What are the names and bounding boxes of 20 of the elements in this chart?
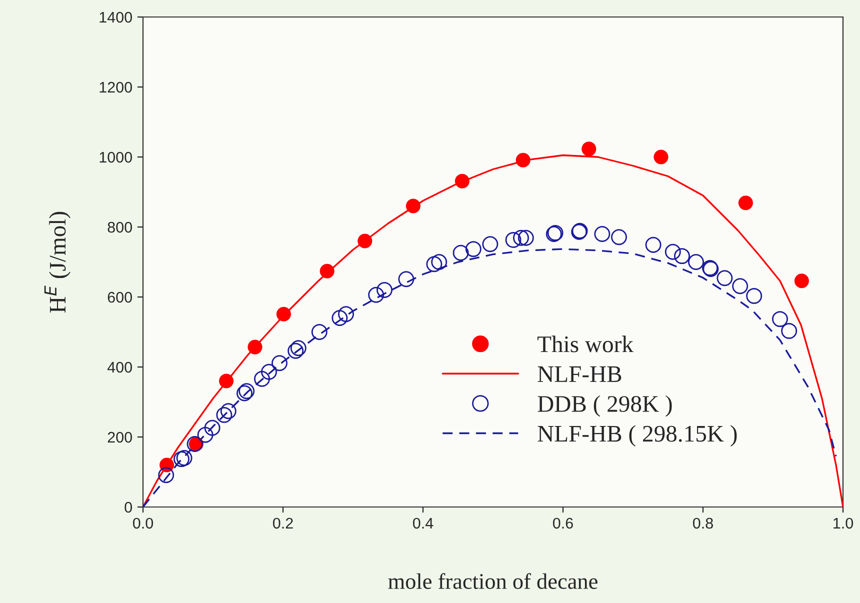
x-tick-label: 0.2 [272, 518, 293, 529]
legend-label: DDB ( 298K ) [538, 395, 672, 417]
y-tick-label: 0 [124, 502, 132, 513]
legend-label: This work [538, 336, 634, 352]
legend-label: NLF-HB [538, 366, 622, 382]
y-tick-label: 1000 [100, 152, 132, 163]
y-tick-label: 400 [107, 362, 132, 373]
x-tick-label: 0.4 [412, 518, 434, 529]
x-tick-label: 0.6 [552, 518, 573, 529]
x-tick-label: 0.0 [132, 518, 154, 529]
y-tick-label: 800 [108, 222, 132, 233]
y-tick-label: 1200 [100, 82, 132, 93]
y-tick-label: 200 [108, 432, 132, 443]
y-tick-label: 1400 [100, 12, 132, 23]
y-axis-title: H$^{E}$ (J/mol) [44, 212, 70, 313]
x-axis-title: mole fraction of decane [388, 573, 598, 589]
x-tick-label: 1.0 [834, 518, 854, 529]
legend-label: NLF-HB ( 298.15K ) [538, 425, 737, 447]
x-tick-label: 0.8 [692, 518, 713, 529]
y-tick-label: 600 [108, 292, 132, 303]
